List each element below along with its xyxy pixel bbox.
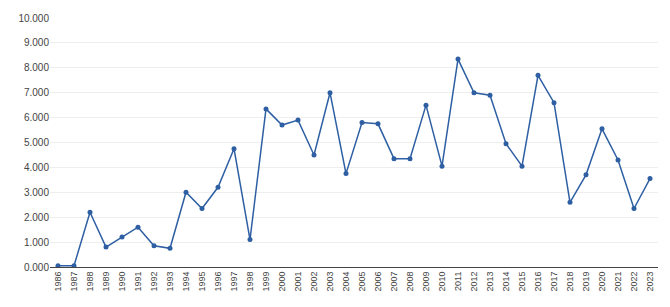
svg-text:8.000: 8.000 — [24, 62, 49, 73]
svg-text:2019: 2019 — [581, 272, 591, 292]
svg-text:1987: 1987 — [69, 272, 79, 292]
svg-text:1990: 1990 — [117, 272, 127, 292]
svg-text:1996: 1996 — [213, 272, 223, 292]
svg-text:5.000: 5.000 — [24, 137, 49, 148]
svg-text:2018: 2018 — [565, 272, 575, 292]
svg-text:2013: 2013 — [485, 272, 495, 292]
svg-text:2023: 2023 — [645, 272, 655, 292]
svg-text:1988: 1988 — [85, 272, 95, 292]
svg-text:2017: 2017 — [549, 272, 559, 292]
svg-text:2004: 2004 — [341, 272, 351, 292]
svg-text:2007: 2007 — [389, 272, 399, 292]
svg-text:2014: 2014 — [501, 272, 511, 292]
svg-text:3.000: 3.000 — [24, 187, 49, 198]
svg-text:2010: 2010 — [437, 272, 447, 292]
svg-text:2002: 2002 — [309, 272, 319, 292]
svg-text:2011: 2011 — [453, 272, 463, 291]
svg-text:1989: 1989 — [101, 272, 111, 292]
svg-text:1993: 1993 — [165, 272, 175, 292]
svg-text:1995: 1995 — [197, 272, 207, 292]
svg-text:4.000: 4.000 — [24, 162, 49, 173]
svg-text:1992: 1992 — [149, 272, 159, 292]
svg-text:1994: 1994 — [181, 272, 191, 292]
svg-text:1991: 1991 — [133, 272, 143, 292]
svg-text:10.000: 10.000 — [18, 13, 49, 24]
svg-text:1997: 1997 — [229, 272, 239, 292]
svg-text:7.000: 7.000 — [24, 87, 49, 98]
svg-text:2009: 2009 — [421, 272, 431, 292]
svg-text:1.000: 1.000 — [24, 237, 49, 248]
svg-text:2005: 2005 — [357, 272, 367, 292]
svg-text:6.000: 6.000 — [24, 112, 49, 123]
svg-text:2012: 2012 — [469, 272, 479, 292]
svg-text:2006: 2006 — [373, 272, 383, 292]
svg-text:2001: 2001 — [293, 272, 303, 292]
svg-text:0.000: 0.000 — [24, 262, 49, 273]
svg-text:2008: 2008 — [405, 272, 415, 292]
svg-text:2000: 2000 — [277, 272, 287, 292]
svg-text:2022: 2022 — [629, 272, 639, 292]
svg-text:9.000: 9.000 — [24, 37, 49, 48]
svg-text:1999: 1999 — [261, 272, 271, 292]
svg-text:2.000: 2.000 — [24, 212, 49, 223]
svg-text:2015: 2015 — [517, 272, 527, 292]
svg-text:1986: 1986 — [53, 272, 63, 292]
svg-text:1998: 1998 — [245, 272, 255, 292]
svg-text:2003: 2003 — [325, 272, 335, 292]
svg-text:2016: 2016 — [533, 272, 543, 292]
svg-text:2020: 2020 — [597, 272, 607, 292]
svg-text:2021: 2021 — [613, 272, 623, 292]
